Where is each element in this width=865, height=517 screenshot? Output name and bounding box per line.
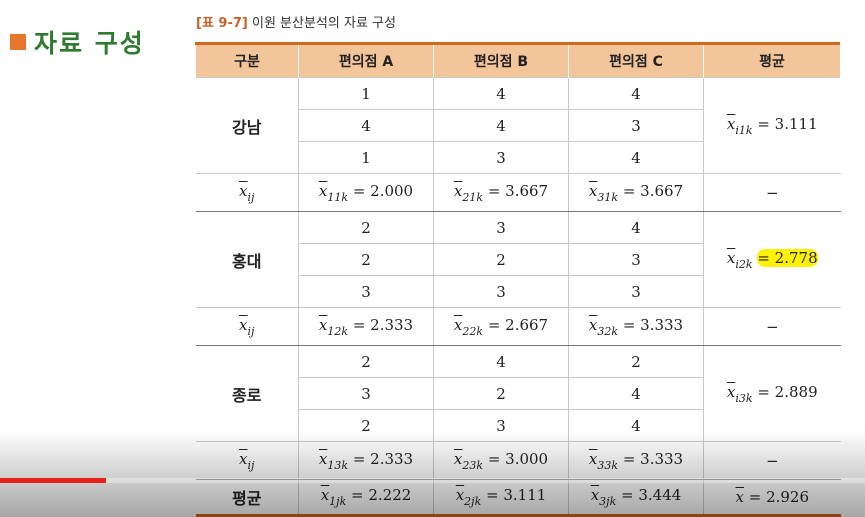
video-progress-fill [0, 478, 106, 483]
table-row: 종로 2 4 2 xi3k = 2.889 [195, 345, 841, 442]
orange-bullet-icon [10, 34, 26, 50]
table-cell: 3 [568, 243, 704, 276]
group-label: 종로 [195, 345, 299, 442]
header-category: 구분 [195, 45, 299, 78]
table-row: 3 2 4 [196, 377, 841, 410]
mean-label-cell: xij [195, 307, 299, 346]
table-cell: 3 [433, 409, 569, 442]
col-mean-cell: x32k = 3.333 [568, 307, 704, 346]
table-row: 홍대 2 3 4 xi2k = 2.778 [195, 211, 841, 308]
table-row: 강남 1 4 4 xi1k = 3.111 [195, 77, 841, 174]
table-cell: 4 [568, 377, 704, 410]
table-cell: 1 [298, 141, 434, 174]
header-store-a: 편의점 A [298, 45, 434, 78]
highlighted-value: = 2.778 [757, 248, 818, 267]
table-cell: 4 [298, 109, 434, 142]
col-mean-cell: x21k = 3.667 [433, 173, 569, 212]
overall-mean-row: 평균 x1jk = 2.222 x2jk = 3.111 x3jk = 3.44… [195, 479, 841, 517]
table-cell: 1 [298, 77, 434, 110]
slide-title-text: 자료 구성 [34, 29, 145, 58]
slide-title: 자료 구성 [10, 24, 145, 60]
table-cell: 3 [568, 109, 704, 142]
table-cell: 4 [433, 77, 569, 110]
table-cell: 2 [298, 409, 434, 442]
table-cell: 4 [433, 109, 569, 142]
table-cell: 4 [568, 211, 704, 244]
overall-mean-label: 평균 [195, 479, 299, 517]
dash-cell: − [703, 173, 841, 212]
col-mean-cell: x1jk = 2.222 [298, 479, 434, 517]
table-header-row: 구분 편의점 A 편의점 B 편의점 C 평균 [195, 45, 841, 78]
group-label: 강남 [195, 77, 299, 174]
group-mean-row: xij x13k = 2.333 x23k = 3.000 x33k = 3.3… [195, 441, 841, 480]
mean-label-cell: xij [195, 441, 299, 480]
group-label: 홍대 [195, 211, 299, 308]
table-cell: 3 [433, 275, 569, 308]
table-row: 2 3 4 [196, 409, 841, 442]
table-row: 2 2 3 [196, 243, 841, 276]
col-mean-cell: x2jk = 3.111 [433, 479, 569, 517]
data-table: 구분 편의점 A 편의점 B 편의점 C 평균 강남 1 4 4 xi1k = … [195, 42, 841, 517]
table-cell: 4 [568, 77, 704, 110]
col-mean-cell: x31k = 3.667 [568, 173, 704, 212]
col-mean-cell: x11k = 2.000 [298, 173, 434, 212]
table-cell: 4 [568, 409, 704, 442]
table-cell: 3 [298, 275, 434, 308]
group-mean-row: xij x11k = 2.000 x21k = 3.667 x31k = 3.6… [195, 173, 841, 212]
dash-cell: − [703, 307, 841, 346]
table-cell: 3 [568, 275, 704, 308]
table-caption-text: 이원 분산분석의 자료 구성 [252, 16, 396, 31]
col-mean-cell: x13k = 2.333 [298, 441, 434, 480]
col-mean-cell: x12k = 2.333 [298, 307, 434, 346]
row-mean-cell: xi1k = 3.111 [703, 77, 841, 174]
table-cell: 4 [433, 345, 569, 378]
table-number: [표 9-7] [196, 16, 248, 31]
table-cell: 4 [568, 141, 704, 174]
header-store-b: 편의점 B [433, 45, 569, 78]
table-cell: 2 [568, 345, 704, 378]
table-cell: 2 [298, 211, 434, 244]
table-caption: [표 9-7] 이원 분산분석의 자료 구성 [196, 12, 396, 31]
table-cell: 3 [433, 211, 569, 244]
table-cell: 2 [433, 377, 569, 410]
header-mean: 평균 [703, 45, 841, 78]
grand-mean-cell: x = 2.926 [703, 479, 841, 517]
group-mean-row: xij x12k = 2.333 x22k = 2.667 x32k = 3.3… [195, 307, 841, 346]
col-mean-cell: x23k = 3.000 [433, 441, 569, 480]
col-mean-cell: x33k = 3.333 [568, 441, 704, 480]
table-cell: 3 [298, 377, 434, 410]
mean-label-cell: xij [195, 173, 299, 212]
header-store-c: 편의점 C [568, 45, 704, 78]
row-mean-cell: xi3k = 2.889 [703, 345, 841, 442]
col-mean-cell: x3jk = 3.444 [568, 479, 704, 517]
table-cell: 2 [433, 243, 569, 276]
table-cell: 2 [298, 243, 434, 276]
table-cell: 2 [298, 345, 434, 378]
dash-cell: − [703, 441, 841, 480]
video-progress-bar[interactable] [0, 478, 865, 483]
row-mean-cell: xi2k = 2.778 [703, 211, 841, 308]
table-cell: 3 [433, 141, 569, 174]
col-mean-cell: x22k = 2.667 [433, 307, 569, 346]
